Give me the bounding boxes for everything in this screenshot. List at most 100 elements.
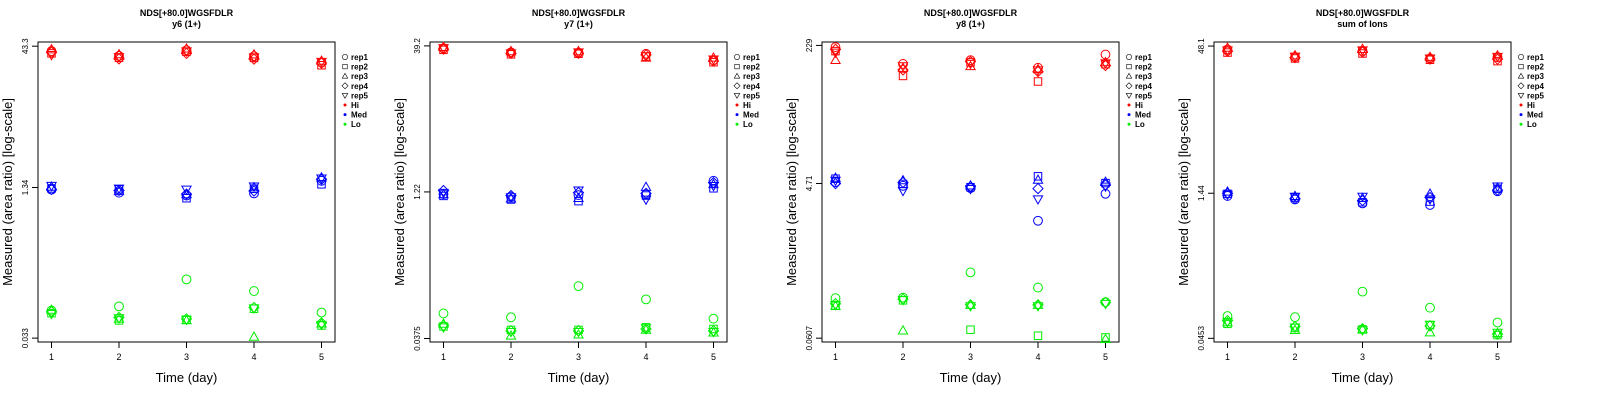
data-point-hi-rep5 <box>897 62 909 72</box>
data-point-hi-rep4 <box>113 53 125 65</box>
legend-marker <box>341 82 349 90</box>
data-point-lo-rep5 <box>1032 302 1044 312</box>
legend-label: rep2 <box>743 63 760 72</box>
data-point-med-rep5 <box>1357 192 1368 203</box>
data-point-med-rep4 <box>1491 184 1504 196</box>
x-axis-label: Time (day) <box>940 370 1002 385</box>
legend-label: rep4 <box>351 82 368 91</box>
legend-marker <box>733 93 741 99</box>
legend-marker <box>1125 82 1133 90</box>
legend-marker <box>343 103 347 107</box>
data-point-hi-rep4 <box>1099 59 1112 72</box>
legend-marker-shape <box>1126 54 1132 60</box>
data-point-med-rep1 <box>573 190 584 201</box>
legend-label: Lo <box>743 120 753 129</box>
legend-marker <box>1518 64 1524 70</box>
y-tick-label: 1.34 <box>21 179 30 195</box>
legend-label: rep1 <box>351 53 368 62</box>
data-point-med-rep3 <box>1424 187 1436 198</box>
data-point-lo-rep5 <box>248 304 260 314</box>
data-point-lo-rep1 <box>1492 317 1503 328</box>
x-tick-label: 1 <box>441 352 446 362</box>
legend-marker <box>341 93 349 99</box>
data-point-lo-rep1 <box>830 293 841 304</box>
legend-label: Med <box>1527 111 1543 120</box>
legend-marker <box>1125 93 1133 99</box>
data-point-med-rep5 <box>897 187 909 197</box>
data-point-lo-rep1 <box>965 267 976 278</box>
data-point-hi-rep2 <box>1033 77 1043 86</box>
legend-label: rep5 <box>351 91 368 100</box>
data-point-hi-rep1 <box>830 42 841 53</box>
legend-label: Hi <box>1527 101 1535 110</box>
data-point-med-rep2 <box>1033 172 1043 181</box>
data-point-lo-rep2 <box>966 325 975 334</box>
data-point-lo-rep3 <box>316 317 327 328</box>
legend-marker-shape <box>1517 82 1525 90</box>
data-point-med-rep5 <box>708 182 719 192</box>
data-point-hi-rep5 <box>316 57 327 68</box>
data-point-hi-rep1 <box>249 51 259 62</box>
legend-marker-shape <box>342 64 348 70</box>
data-point-lo-rep1 <box>708 313 719 324</box>
y-tick-label: 0.0375 <box>413 326 422 351</box>
legend-marker-shape <box>733 93 741 99</box>
legend-marker-shape <box>1125 93 1133 99</box>
legend-label: rep4 <box>743 82 760 91</box>
legend-label: rep5 <box>743 91 760 100</box>
data-point-hi-rep5 <box>1424 54 1436 65</box>
x-axis-label: Time (day) <box>156 370 218 385</box>
legend-marker <box>1126 54 1132 60</box>
legend-marker-shape <box>1125 72 1133 79</box>
data-point-hi-rep3 <box>1357 43 1368 53</box>
data-point-lo-rep5 <box>1100 299 1111 310</box>
data-point-lo-rep5 <box>113 314 125 324</box>
data-point-med-rep4 <box>248 185 260 197</box>
data-point-hi-rep5 <box>965 59 976 70</box>
data-point-med-rep3 <box>640 181 652 191</box>
legend-label: Med <box>351 111 367 120</box>
data-point-lo-rep5 <box>1357 326 1368 337</box>
data-point-hi-rep5 <box>830 48 841 59</box>
data-point-hi-rep5 <box>1222 46 1233 57</box>
legend-marker <box>735 103 739 107</box>
legend-marker <box>1517 93 1525 99</box>
data-point-lo-rep1 <box>1357 286 1368 297</box>
legend-marker <box>734 64 740 70</box>
legend-label: rep1 <box>1135 53 1152 62</box>
data-point-hi-rep1 <box>1100 49 1111 60</box>
y-tick-label: 1.44 <box>1197 185 1206 201</box>
data-point-med-rep2 <box>1425 197 1435 206</box>
legend-marker <box>1518 54 1524 60</box>
legend-label: rep3 <box>743 72 760 81</box>
legend-label: rep3 <box>1135 72 1152 81</box>
legend-label: rep2 <box>1135 63 1152 72</box>
legend-marker <box>342 54 348 60</box>
legend-label: rep2 <box>1527 63 1544 72</box>
data-point-hi-rep3 <box>830 54 841 65</box>
legend-marker-shape <box>341 72 349 79</box>
data-point-med-rep4 <box>1289 192 1301 205</box>
data-point-hi-rep2 <box>317 61 326 70</box>
data-point-hi-rep4 <box>180 47 193 60</box>
data-point-lo-rep3 <box>248 331 260 341</box>
x-axis-label: Time (day) <box>1332 370 1394 385</box>
legend-label: Lo <box>351 120 361 129</box>
legend-marker <box>733 72 741 79</box>
plot-frame <box>429 41 728 343</box>
data-point-lo-rep1 <box>1033 282 1043 293</box>
data-point-hi-rep4 <box>248 53 260 65</box>
chart-title: NDS[+80.0]WGSFDLR <box>532 8 626 18</box>
data-point-med-rep4 <box>829 177 842 190</box>
data-point-hi-rep4 <box>1356 46 1369 58</box>
data-point-hi-rep5 <box>505 49 517 59</box>
data-point-lo-rep1 <box>249 286 259 296</box>
data-point-med-rep5 <box>1100 182 1111 193</box>
data-point-lo-rep5 <box>316 320 327 331</box>
legend-marker <box>734 54 740 60</box>
y-tick-label: 0.033 <box>21 328 30 349</box>
data-point-hi-rep2 <box>898 71 908 81</box>
